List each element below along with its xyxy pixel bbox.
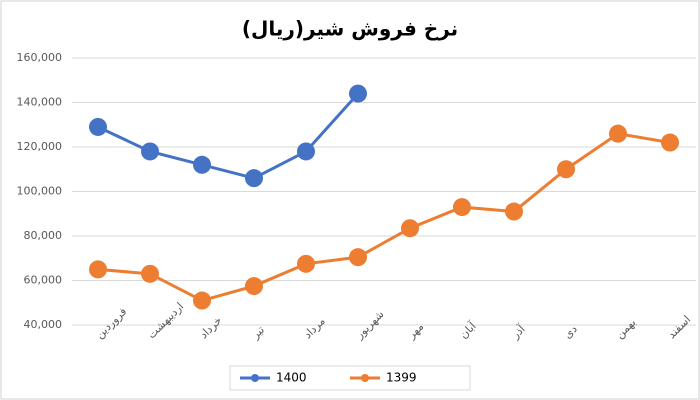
marker xyxy=(89,260,107,279)
marker xyxy=(349,248,367,267)
y-tick-label: 40,000 xyxy=(24,318,63,331)
y-tick-label: 120,000 xyxy=(17,140,63,153)
series-line xyxy=(97,92,360,180)
marker xyxy=(193,155,211,174)
marker xyxy=(89,117,107,136)
marker xyxy=(141,142,159,161)
marker xyxy=(349,84,367,103)
marker xyxy=(557,160,575,179)
marker xyxy=(453,198,471,217)
marker xyxy=(297,254,315,273)
y-tick-label: 140,000 xyxy=(17,96,63,109)
legend-marker xyxy=(251,374,259,382)
marker xyxy=(661,133,679,152)
y-tick-label: 80,000 xyxy=(24,229,63,242)
marker xyxy=(245,277,263,296)
y-tick-label: 160,000 xyxy=(17,51,63,64)
y-tick-label: 60,000 xyxy=(24,274,63,287)
marker xyxy=(141,264,159,283)
legend-label: 1399 xyxy=(386,371,417,385)
legend-marker xyxy=(361,374,369,382)
legend-label: 1400 xyxy=(276,371,307,385)
marker xyxy=(245,169,263,188)
marker xyxy=(609,124,627,143)
marker xyxy=(297,142,315,161)
series-line xyxy=(97,132,671,303)
marker xyxy=(505,202,523,221)
chart-title: نرخ فروش شیر(ریال) xyxy=(242,17,458,41)
marker xyxy=(401,219,419,238)
y-tick-label: 100,000 xyxy=(17,185,63,198)
marker xyxy=(193,291,211,310)
